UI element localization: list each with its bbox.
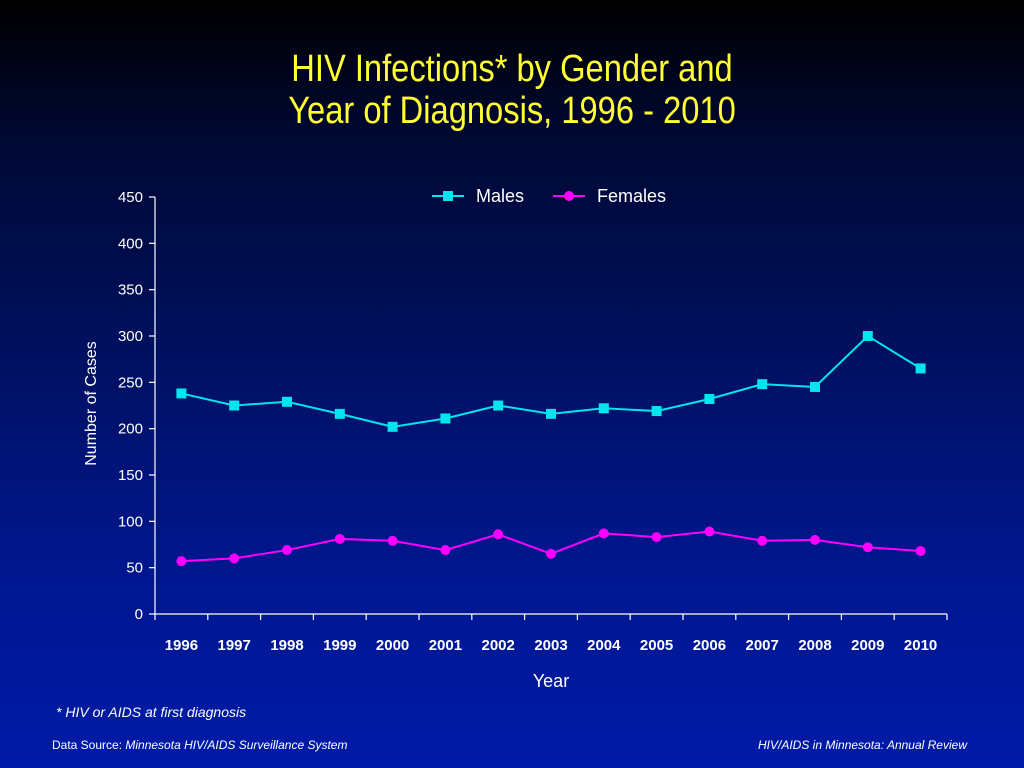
data-point-females: [810, 534, 820, 545]
y-axis-title: Number of Cases: [83, 341, 100, 466]
data-point-females: [440, 545, 451, 556]
y-tick-label: 250: [118, 374, 143, 391]
data-point-females: [387, 535, 398, 546]
x-tick-label: 2001: [429, 637, 462, 654]
legend-label-males: Males: [476, 186, 524, 206]
data-point-males: [387, 421, 398, 432]
data-source-label: Data Source:: [52, 738, 126, 752]
x-axis-title: Year: [533, 671, 569, 691]
x-tick-label: 2009: [851, 637, 884, 654]
data-point-males: [334, 408, 345, 419]
annual-review-label: HIV/AIDS in Minnesota: Annual Review: [758, 738, 967, 752]
data-point-males: [546, 408, 556, 419]
data-point-males: [493, 400, 504, 411]
x-tick-label: 2003: [534, 637, 567, 654]
x-tick-label: 2005: [640, 637, 673, 654]
x-tick-label: 2002: [482, 637, 515, 654]
x-tick-label: 2004: [587, 637, 621, 654]
x-tick-label: 2010: [904, 637, 937, 654]
x-tick-label: 1999: [323, 637, 356, 654]
y-tick-label: 50: [126, 560, 143, 577]
x-tick-label: 2008: [798, 637, 831, 654]
chart-title: HIV Infections* by Gender and Year of Di…: [72, 48, 953, 132]
data-point-females: [915, 545, 926, 556]
data-point-males: [704, 394, 715, 405]
data-point-females: [862, 542, 873, 553]
data-point-females: [651, 532, 662, 543]
data-point-females: [546, 548, 556, 559]
data-point-males: [440, 413, 451, 424]
y-tick-label: 100: [118, 513, 143, 530]
data-point-females: [493, 529, 504, 540]
chart-title-line-2: Year of Diagnosis, 1996 - 2010: [288, 90, 736, 132]
data-point-females: [334, 533, 345, 544]
data-point-females: [282, 545, 292, 556]
data-point-females: [757, 535, 768, 546]
data-point-females: [704, 526, 715, 537]
data-source: Data Source: Minnesota HIV/AIDS Surveill…: [52, 738, 347, 752]
data-point-males: [229, 400, 240, 411]
x-tick-label: 1996: [165, 637, 198, 654]
data-point-males: [757, 379, 768, 390]
data-point-females: [176, 556, 187, 567]
data-point-females: [229, 553, 240, 564]
data-point-males: [176, 388, 187, 399]
data-point-females: [598, 528, 609, 539]
data-point-males: [282, 396, 292, 407]
x-tick-label: 2000: [376, 637, 409, 654]
y-tick-label: 0: [135, 606, 143, 623]
y-tick-label: 300: [118, 328, 143, 345]
x-tick-label: 1997: [218, 637, 251, 654]
data-source-value: Minnesota HIV/AIDS Surveillance System: [125, 738, 348, 752]
legend-marker-males: [443, 191, 453, 201]
y-tick-label: 450: [118, 189, 143, 206]
data-point-males: [651, 406, 662, 417]
y-tick-label: 400: [118, 235, 143, 252]
x-tick-label: 2007: [746, 637, 779, 654]
data-point-males: [598, 403, 609, 414]
legend-label-females: Females: [597, 186, 666, 206]
footnote: * HIV or AIDS at first diagnosis: [56, 704, 247, 720]
x-tick-label: 1998: [270, 637, 303, 654]
legend-marker-females: [564, 191, 574, 201]
data-point-males: [810, 381, 820, 392]
y-tick-label: 200: [118, 421, 143, 438]
y-tick-label: 150: [118, 467, 143, 484]
chart-title-line-1: HIV Infections* by Gender and: [291, 48, 733, 90]
y-tick-label: 350: [118, 282, 143, 299]
data-point-males: [915, 363, 926, 374]
x-tick-label: 2006: [693, 637, 726, 654]
data-point-males: [862, 331, 873, 341]
